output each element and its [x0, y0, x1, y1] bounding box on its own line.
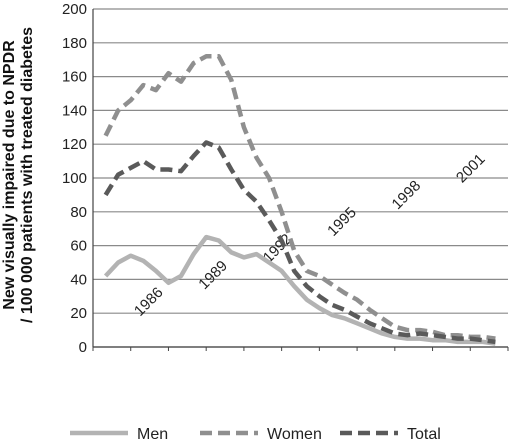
- legend-label-total: Total: [407, 426, 441, 443]
- y-tick-120: 120: [62, 136, 87, 153]
- y-tick-160: 160: [62, 69, 87, 86]
- axes: [92, 9, 508, 348]
- series-line-total: [103, 140, 496, 345]
- legend-label-men: Men: [137, 426, 168, 443]
- y-tick-60: 60: [70, 238, 87, 255]
- series-line-women: [103, 54, 496, 341]
- y-tick-0: 0: [79, 339, 87, 356]
- x-tick-1998: 1998: [389, 177, 425, 213]
- x-tick-2001: 2001: [453, 151, 489, 187]
- y-tick-140: 140: [62, 102, 87, 119]
- y-tick-labels: 0 20 40 60 80 100 120 140 160 180 200: [62, 1, 87, 356]
- series-lines: [103, 54, 496, 346]
- y-tick-100: 100: [62, 170, 87, 187]
- legend: Men Women Total: [70, 426, 441, 443]
- y-tick-200: 200: [62, 1, 87, 18]
- x-tick-1989: 1989: [195, 257, 231, 293]
- y-tick-180: 180: [62, 35, 87, 52]
- y-axis-label-line1: New visually impaired due to NPDR: [1, 40, 18, 310]
- legend-label-women: Women: [267, 426, 322, 443]
- y-axis-label-line2: / 100 000 patients with treated diabetes: [19, 27, 36, 323]
- x-tick-1986: 1986: [131, 284, 167, 320]
- y-tick-80: 80: [70, 204, 87, 221]
- series-line-men: [103, 234, 496, 346]
- y-tick-20: 20: [70, 305, 87, 322]
- y-tick-40: 40: [70, 271, 87, 288]
- x-tick-1995: 1995: [324, 204, 360, 240]
